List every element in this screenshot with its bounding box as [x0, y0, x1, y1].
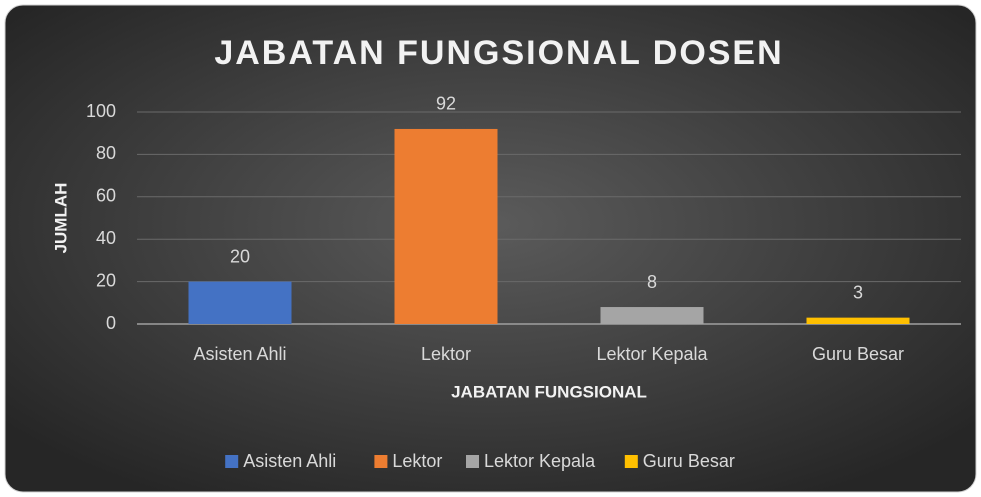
y-tick-label: 0 — [106, 313, 116, 333]
bar — [394, 128, 498, 324]
bar — [188, 281, 292, 324]
legend-label: Asisten Ahli — [243, 451, 336, 471]
data-label: 3 — [853, 282, 863, 302]
data-label: 92 — [436, 94, 456, 114]
y-tick-label: 20 — [96, 270, 116, 290]
bar — [600, 307, 704, 324]
y-tick-label: 100 — [86, 101, 116, 121]
x-tick-label: Guru Besar — [812, 344, 904, 364]
y-axis-label: JUMLAH — [51, 183, 70, 254]
y-tick-label: 40 — [96, 228, 116, 248]
x-tick-label: Asisten Ahli — [193, 344, 286, 364]
chart-title: JABATAN FUNGSIONAL DOSEN — [214, 34, 783, 72]
x-axis-label: JABATAN FUNGSIONAL — [451, 382, 647, 401]
x-tick-label: Lektor Kepala — [596, 344, 708, 364]
legend-swatch — [624, 455, 638, 468]
legend-label: Lektor Kepala — [484, 451, 596, 471]
data-label: 20 — [230, 246, 250, 266]
y-tick-label: 80 — [96, 143, 116, 163]
y-tick-label: 60 — [96, 186, 116, 206]
legend-swatch — [374, 455, 388, 468]
data-label: 8 — [647, 272, 657, 292]
x-tick-label: Lektor — [421, 344, 471, 364]
bar — [806, 317, 910, 324]
legend-swatch — [225, 455, 239, 468]
legend-label: Guru Besar — [643, 451, 735, 471]
legend-swatch — [466, 455, 479, 468]
legend-label: Lektor — [392, 451, 442, 471]
